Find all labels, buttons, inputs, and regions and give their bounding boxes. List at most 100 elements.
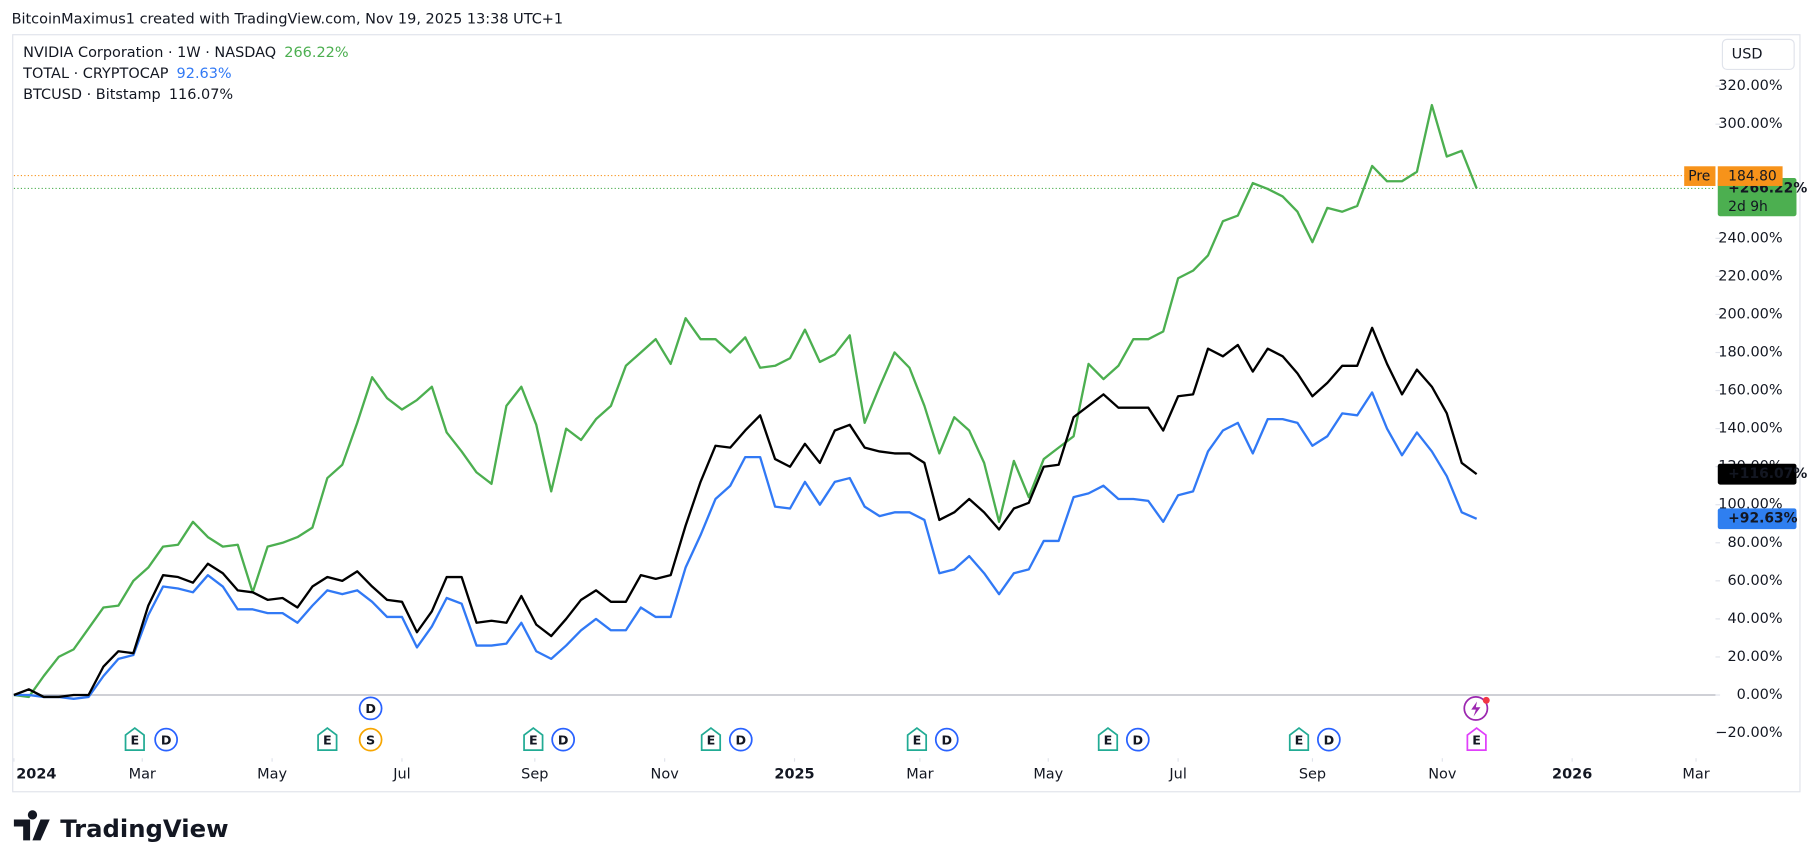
- event-label: E: [1472, 733, 1481, 748]
- price-tag: [1717, 508, 1797, 530]
- y-tick-label: 180.00%: [1718, 345, 1782, 361]
- event-marker[interactable]: E: [1466, 727, 1487, 751]
- event-label: E: [707, 733, 716, 748]
- currency[interactable]: USD: [1732, 46, 1763, 62]
- x-tick-label: Mar: [1682, 766, 1709, 782]
- event-marker[interactable]: D: [551, 727, 576, 752]
- x-tick-label: Mar: [129, 766, 156, 782]
- y-tick-label: 320.00%: [1718, 78, 1782, 94]
- alert-bolt[interactable]: [1471, 701, 1481, 717]
- event-shape: [523, 727, 544, 751]
- event-shape: [124, 727, 145, 751]
- x-tick-label: Jul: [392, 766, 410, 782]
- y-tick-label: −20.00%: [1715, 725, 1782, 741]
- event-marker[interactable]: E: [124, 727, 145, 751]
- x-tick-label: Nov: [651, 766, 680, 782]
- premarket-label: Pre: [1688, 169, 1710, 185]
- pane-border: [12, 34, 1801, 793]
- event-label: E: [323, 733, 332, 748]
- series-line: [13, 103, 1478, 699]
- event-shape: [1288, 727, 1310, 751]
- y-tick-label: 300.00%: [1718, 116, 1782, 132]
- legend-value: 116.07%: [169, 87, 233, 103]
- premarket-price: 184.80: [1728, 169, 1777, 185]
- event-marker[interactable]: S: [358, 727, 383, 752]
- price-tag: [1717, 178, 1797, 217]
- event-shape: [1097, 727, 1119, 751]
- event-shape: [358, 696, 383, 721]
- event-label: E: [1104, 733, 1113, 748]
- x-tick-label: Mar: [906, 766, 933, 782]
- event-marker[interactable]: D: [728, 727, 753, 752]
- series-line: [13, 391, 1478, 700]
- premarket-tag: [1717, 166, 1783, 186]
- legend-name: BTCUSD · Bitstamp: [23, 87, 161, 103]
- event-shape: [1125, 727, 1150, 752]
- plot: −20.00%0.00%20.00%40.00%60.00%80.00%100.…: [13, 45, 1807, 782]
- legend-entry: NVIDIA Corporation · 1W · NASDAQ 266.22%: [23, 45, 348, 61]
- event-shape: [934, 727, 959, 752]
- x-tick-label: May: [1033, 766, 1063, 782]
- y-tick-label: 140.00%: [1718, 421, 1782, 437]
- event-marker[interactable]: E: [523, 727, 544, 751]
- y-tick-label: 220.00%: [1718, 268, 1782, 284]
- event-label: E: [130, 733, 139, 748]
- brand: TradingView: [60, 814, 228, 843]
- event-marker[interactable]: E: [1097, 727, 1119, 751]
- event-marker[interactable]: D: [154, 727, 179, 752]
- header: BitcoinMaximus1 created with TradingView…: [12, 12, 564, 28]
- event-label: E: [529, 733, 538, 748]
- event-marker[interactable]: E: [1288, 727, 1310, 751]
- logo: TradingView: [13, 810, 229, 843]
- event-shape: [700, 727, 722, 751]
- x-tick-label: Sep: [521, 766, 548, 782]
- event-label: E: [1295, 733, 1304, 748]
- legend-value: 266.22%: [284, 45, 348, 61]
- event-marker[interactable]: E: [700, 727, 722, 751]
- legend-name: NVIDIA Corporation · 1W · NASDAQ: [23, 45, 276, 61]
- y-tick-label: 60.00%: [1727, 573, 1782, 589]
- event-marker[interactable]: D: [358, 696, 383, 721]
- premarket-badge: [1684, 166, 1716, 186]
- event-label: D: [736, 733, 747, 748]
- x-tick-label: 2024: [16, 766, 56, 782]
- event-shape: [551, 727, 576, 752]
- event-marker[interactable]: E: [317, 727, 338, 751]
- event-shape: [317, 727, 338, 751]
- event-marker[interactable]: D: [1125, 727, 1150, 752]
- legend-entry: TOTAL · CRYPTOCAP 92.63%: [22, 66, 232, 82]
- event-label: D: [365, 702, 376, 717]
- event-label: E: [913, 733, 922, 748]
- event-shape: [1466, 727, 1487, 751]
- event-marker[interactable]: D: [1317, 727, 1341, 752]
- y-tick-label: 80.00%: [1727, 535, 1782, 551]
- legend-name: TOTAL · CRYPTOCAP: [22, 66, 169, 82]
- event-marker[interactable]: D: [934, 727, 959, 752]
- event-label: D: [941, 733, 952, 748]
- event-label: D: [161, 733, 172, 748]
- logo-icon: [13, 810, 50, 841]
- event-shape: [358, 727, 383, 752]
- y-tick-label: 20.00%: [1727, 649, 1782, 665]
- event-label: D: [1133, 733, 1144, 748]
- event-label: D: [558, 733, 569, 748]
- price-tag-sub: 2d 9h: [1728, 199, 1768, 215]
- x-tick-label: Sep: [1299, 766, 1326, 782]
- event-label: S: [366, 733, 375, 748]
- event-shape: [906, 727, 928, 751]
- y-tick-label: 160.00%: [1718, 383, 1782, 399]
- event-shape: [728, 727, 753, 752]
- y-tick-label: 0.00%: [1737, 687, 1783, 703]
- x-tick-label: Jul: [1168, 766, 1186, 782]
- event-shape: [154, 727, 179, 752]
- x-tick-label: Nov: [1428, 766, 1457, 782]
- event-marker[interactable]: E: [906, 727, 928, 751]
- x-tick-label: 2025: [774, 766, 814, 782]
- event-shape: [1317, 727, 1341, 752]
- x-tick-label: May: [257, 766, 287, 782]
- currency-button[interactable]: [1721, 38, 1795, 71]
- price-tag: [1717, 463, 1797, 485]
- alert-icon[interactable]: [1463, 695, 1490, 721]
